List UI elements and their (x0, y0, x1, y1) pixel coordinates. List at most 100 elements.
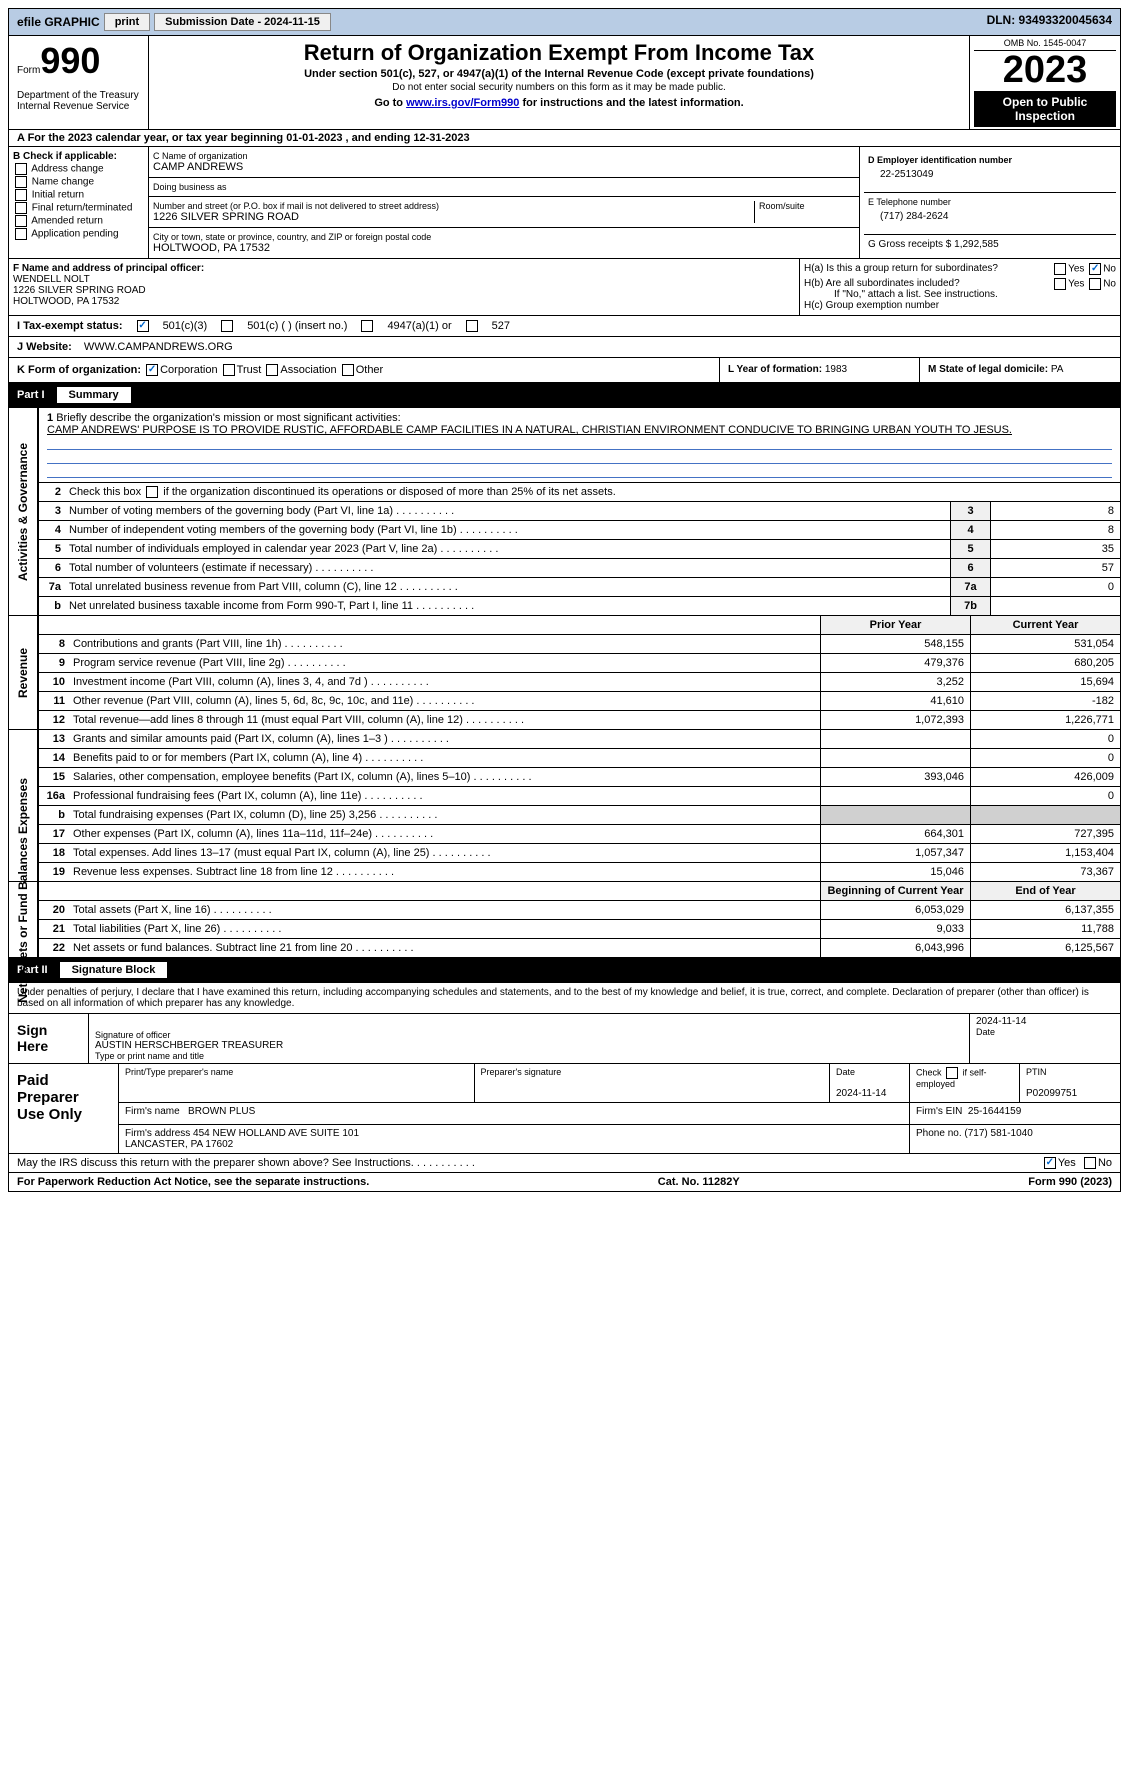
form-990-page: efile GRAPHIC print Submission Date - 20… (0, 0, 1129, 1200)
org-street: 1226 SILVER SPRING ROAD (153, 211, 299, 223)
officer-addr1: 1226 SILVER SPRING ROAD (13, 285, 795, 296)
cb-amended[interactable]: Amended return (13, 215, 144, 227)
gov-row: 6Total number of volunteers (estimate if… (39, 559, 1120, 578)
firm-ein: 25-1644159 (968, 1106, 1021, 1117)
row-a-tax-year: A For the 2023 calendar year, or tax yea… (8, 130, 1121, 147)
form-note: Do not enter social security numbers on … (157, 82, 961, 93)
fin-row: 8Contributions and grants (Part VIII, li… (39, 635, 1120, 654)
part1-header: Part I Summary (8, 383, 1121, 408)
cb-other[interactable] (342, 364, 354, 376)
state-domicile: PA (1051, 364, 1064, 375)
paid-preparer-block: Paid Preparer Use Only Print/Type prepar… (8, 1064, 1121, 1154)
telephone: (717) 284-2624 (868, 207, 1112, 230)
org-name: CAMP ANDREWS (153, 161, 243, 173)
cb-address-change[interactable]: Address change (13, 163, 144, 175)
irs-link[interactable]: www.irs.gov/Form990 (406, 97, 519, 109)
section-revenue: Revenue Prior YearCurrent Year 8Contribu… (8, 616, 1121, 730)
row-k-l-m: K Form of organization: Corporation Trus… (8, 358, 1121, 383)
cb-discuss-yes[interactable] (1044, 1157, 1056, 1169)
fin-row: 16aProfessional fundraising fees (Part I… (39, 787, 1120, 806)
submission-date: Submission Date - 2024-11-15 (154, 13, 331, 31)
cb-final-return[interactable]: Final return/terminated (13, 202, 144, 214)
cb-4947[interactable] (361, 320, 373, 332)
cb-501c[interactable] (221, 320, 233, 332)
firm-name: BROWN PLUS (188, 1106, 255, 1117)
gov-row: 3Number of voting members of the governi… (39, 502, 1120, 521)
dln-label: DLN: 93493320045634 (987, 13, 1112, 31)
form-title: Return of Organization Exempt From Incom… (157, 40, 961, 66)
cb-initial-return[interactable]: Initial return (13, 189, 144, 201)
fin-row: 9Program service revenue (Part VIII, lin… (39, 654, 1120, 673)
hb-yes[interactable] (1054, 278, 1066, 290)
mission-text: CAMP ANDREWS' PURPOSE IS TO PROVIDE RUST… (47, 424, 1112, 436)
tax-year: 2023 (974, 51, 1116, 89)
efile-label: efile GRAPHIC (17, 15, 100, 29)
officer-addr2: HOLTWOOD, PA 17532 (13, 296, 795, 307)
gov-row: 7aTotal unrelated business revenue from … (39, 578, 1120, 597)
ha-yes[interactable] (1054, 263, 1066, 275)
form-number: 990 (40, 40, 100, 81)
cb-self-employed[interactable] (946, 1067, 958, 1079)
inspection-badge: Open to Public Inspection (974, 91, 1116, 127)
cb-app-pending[interactable]: Application pending (13, 228, 144, 240)
gross-receipts: 1,292,585 (954, 239, 999, 250)
row-f-h: F Name and address of principal officer:… (8, 259, 1121, 316)
cb-trust[interactable] (223, 364, 235, 376)
section-b-c-d: B Check if applicable: Address change Na… (8, 147, 1121, 259)
officer-signature: AUSTIN HERSCHBERGER TREASURER (95, 1040, 963, 1051)
fin-row: 15Salaries, other compensation, employee… (39, 768, 1120, 787)
ein: 22-2513049 (868, 165, 1112, 188)
year-formation: 1983 (825, 364, 847, 375)
fin-row: 20Total assets (Part X, line 16)6,053,02… (39, 901, 1120, 920)
cb-discuss-no[interactable] (1084, 1157, 1096, 1169)
row-j: J Website: WWW.CAMPANDREWS.ORG (8, 337, 1121, 358)
fin-row: 21Total liabilities (Part X, line 26)9,0… (39, 920, 1120, 939)
box-d-e-g: D Employer identification number 22-2513… (860, 147, 1120, 258)
cb-discontinued[interactable] (146, 486, 158, 498)
cb-name-change[interactable]: Name change (13, 176, 144, 188)
fin-row: 19Revenue less expenses. Subtract line 1… (39, 863, 1120, 881)
dept-label: Department of the Treasury Internal Reve… (17, 82, 157, 112)
cb-corp[interactable] (146, 364, 158, 376)
website: WWW.CAMPANDREWS.ORG (84, 341, 233, 353)
box-f: F Name and address of principal officer:… (9, 259, 800, 315)
print-button[interactable]: print (104, 13, 150, 31)
hb-no[interactable] (1089, 278, 1101, 290)
cb-501c3[interactable] (137, 320, 149, 332)
form-subtitle: Under section 501(c), 527, or 4947(a)(1)… (157, 68, 961, 80)
form-footer: Form 990 (2023) (1028, 1176, 1112, 1188)
box-b: B Check if applicable: Address change Na… (9, 147, 149, 258)
org-city: HOLTWOOD, PA 17532 (153, 242, 270, 254)
row-i: I Tax-exempt status: 501(c)(3) 501(c) ( … (8, 316, 1121, 337)
sign-date: 2024-11-14 (976, 1016, 1114, 1027)
sig-intro: Under penalties of perjury, I declare th… (8, 983, 1121, 1014)
paperwork-row: For Paperwork Reduction Act Notice, see … (8, 1173, 1121, 1192)
box-h: H(a) Is this a group return for subordin… (800, 259, 1120, 315)
cat-no: Cat. No. 11282Y (658, 1176, 740, 1188)
ptin: P02099751 (1026, 1088, 1077, 1099)
gov-row: bNet unrelated business taxable income f… (39, 597, 1120, 615)
officer-name: WENDELL NOLT (13, 274, 795, 285)
fin-row: 18Total expenses. Add lines 13–17 (must … (39, 844, 1120, 863)
fin-row: bTotal fundraising expenses (Part IX, co… (39, 806, 1120, 825)
firm-phone: (717) 581-1040 (964, 1128, 1032, 1139)
part2-header: Part II Signature Block (8, 958, 1121, 983)
section-governance: Activities & Governance 1 Briefly descri… (8, 408, 1121, 616)
box-c: C Name of organization CAMP ANDREWS Doin… (149, 147, 860, 258)
fin-row: 12Total revenue—add lines 8 through 11 (… (39, 711, 1120, 729)
cb-527[interactable] (466, 320, 478, 332)
prep-date: 2024-11-14 (836, 1088, 886, 1099)
form-link-row: Go to www.irs.gov/Form990 for instructio… (157, 97, 961, 109)
form-label: Form (17, 65, 40, 76)
form-header: Form990 Department of the Treasury Inter… (8, 36, 1121, 130)
fin-row: 11Other revenue (Part VIII, column (A), … (39, 692, 1120, 711)
fin-row: 17Other expenses (Part IX, column (A), l… (39, 825, 1120, 844)
section-expenses: Expenses 13Grants and similar amounts pa… (8, 730, 1121, 882)
ha-no[interactable] (1089, 263, 1101, 275)
fin-row: 10Investment income (Part VIII, column (… (39, 673, 1120, 692)
cb-assoc[interactable] (266, 364, 278, 376)
fin-row: 13Grants and similar amounts paid (Part … (39, 730, 1120, 749)
discuss-row: May the IRS discuss this return with the… (8, 1154, 1121, 1173)
gov-row: 5Total number of individuals employed in… (39, 540, 1120, 559)
section-net-assets: Net Assets or Fund Balances Beginning of… (8, 882, 1121, 958)
